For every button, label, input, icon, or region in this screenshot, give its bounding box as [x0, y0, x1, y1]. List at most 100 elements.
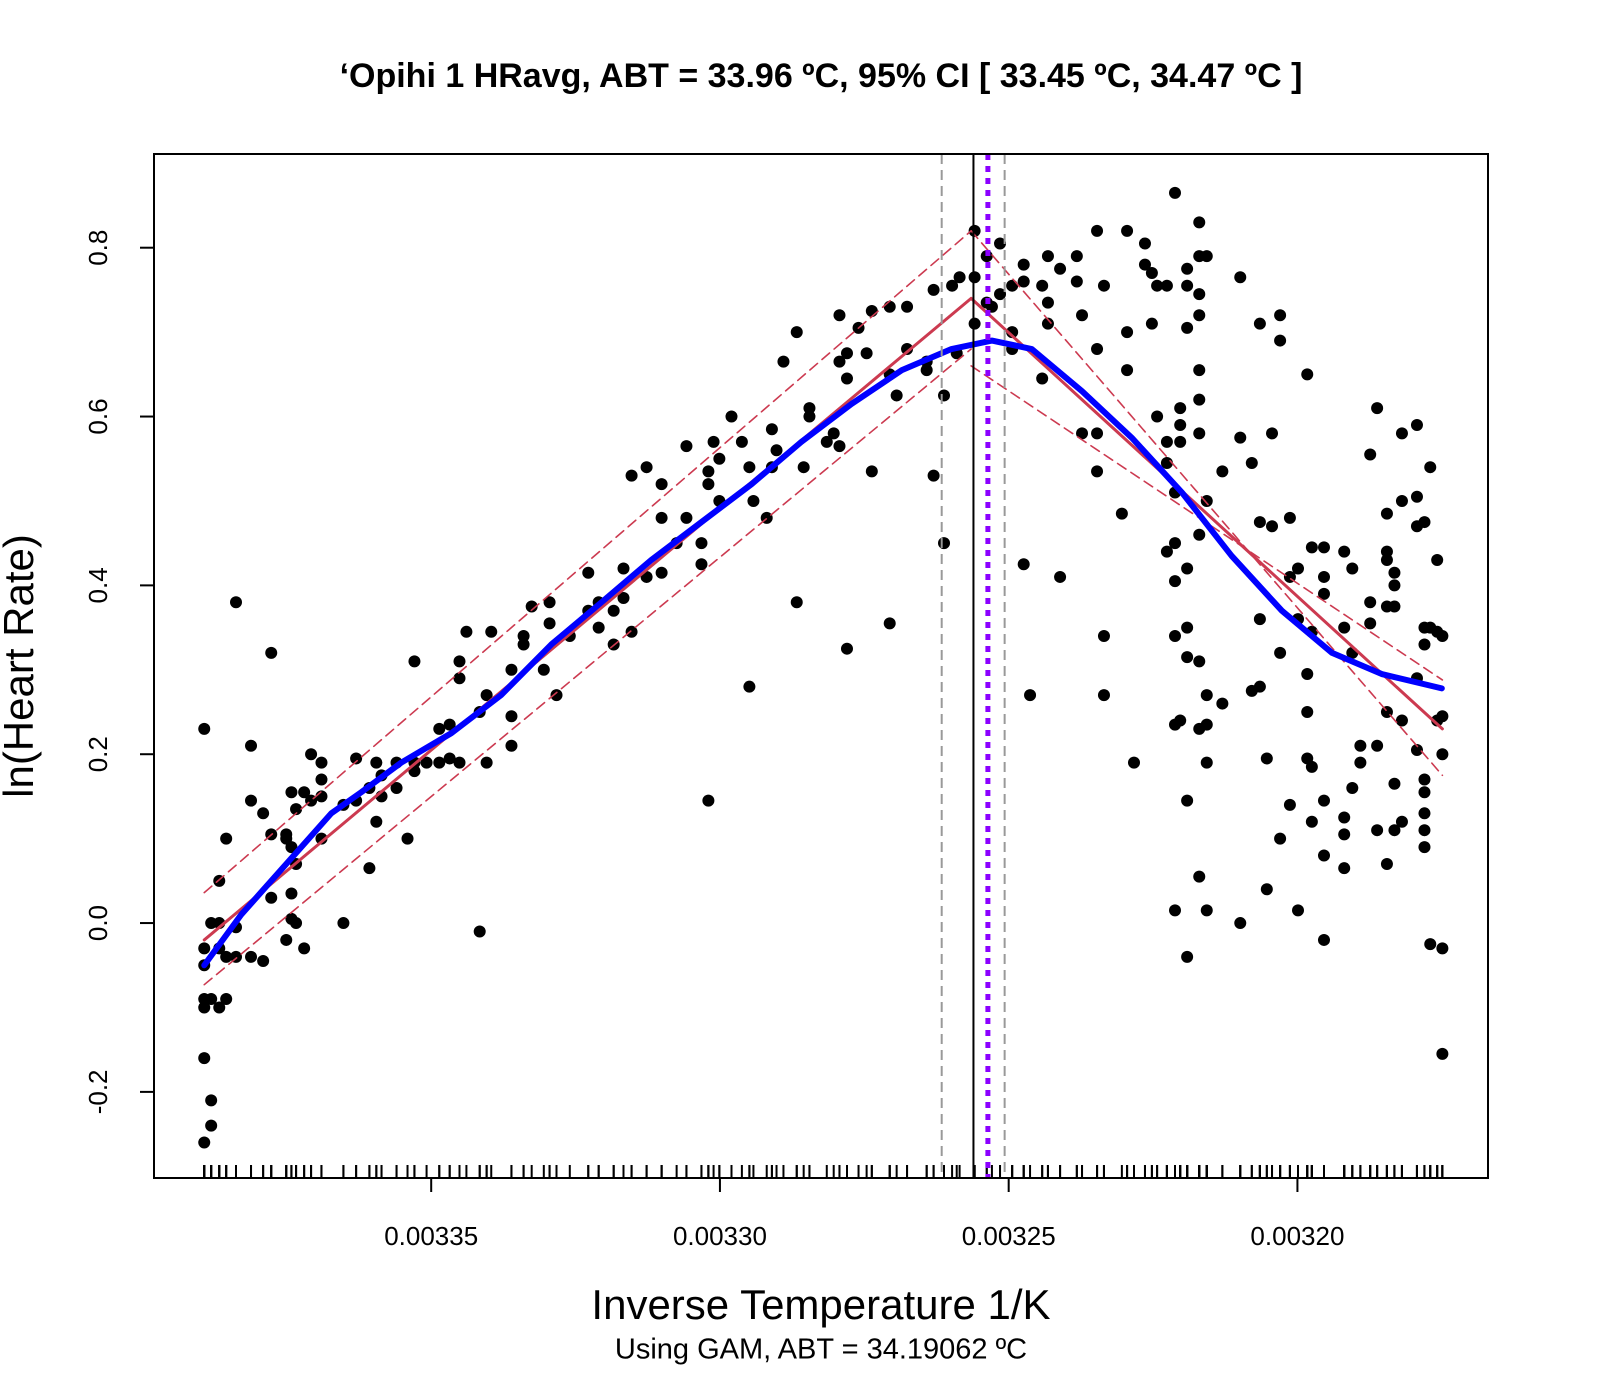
data-point: [695, 537, 708, 550]
data-point: [453, 655, 466, 668]
data-point: [1371, 739, 1384, 752]
data-point: [1380, 857, 1393, 870]
data-point: [205, 1119, 218, 1132]
data-point: [550, 689, 563, 702]
data-point: [617, 562, 630, 575]
data-point: [1317, 570, 1330, 583]
data-point: [1169, 904, 1182, 917]
data-point: [582, 566, 595, 579]
data-point: [213, 1001, 226, 1014]
data-point: [1388, 777, 1401, 790]
data-point: [1151, 279, 1164, 292]
data-point: [1354, 739, 1367, 752]
data-point: [1410, 418, 1423, 431]
data-point: [803, 410, 816, 423]
data-point: [927, 469, 940, 482]
data-point: [1151, 410, 1164, 423]
data-point: [1054, 570, 1067, 583]
data-point: [1395, 427, 1408, 440]
data-point: [1097, 279, 1110, 292]
data-point: [1424, 938, 1437, 951]
data-point: [517, 638, 530, 651]
data-point: [702, 465, 715, 478]
data-point: [1200, 904, 1213, 917]
data-point: [1418, 841, 1431, 854]
data-point: [280, 933, 293, 946]
data-point: [1121, 364, 1134, 377]
data-point: [505, 663, 518, 676]
data-point: [1091, 427, 1104, 440]
data-point: [433, 722, 446, 735]
data-point: [1301, 368, 1314, 381]
data-point: [1266, 520, 1279, 533]
data-point: [695, 558, 708, 571]
data-point: [505, 739, 518, 752]
data-point: [1174, 418, 1187, 431]
data-point: [420, 756, 433, 769]
data-point: [350, 752, 363, 765]
data-point: [443, 718, 456, 731]
data-point: [1371, 824, 1384, 837]
data-point: [401, 832, 414, 845]
data-point: [1301, 706, 1314, 719]
data-point: [1193, 528, 1206, 541]
data-point: [1145, 317, 1158, 330]
data-point: [390, 781, 403, 794]
data-point: [702, 478, 715, 491]
data-point: [946, 279, 959, 292]
data-point: [220, 950, 233, 963]
data-point: [1380, 554, 1393, 567]
data-point: [1418, 516, 1431, 529]
data-point: [777, 355, 790, 368]
data-point: [625, 469, 638, 482]
data-point: [525, 600, 538, 613]
data-point: [1017, 275, 1030, 288]
data-point: [205, 993, 218, 1006]
data-point: [1127, 756, 1140, 769]
data-point: [370, 815, 383, 828]
data-point: [1181, 950, 1194, 963]
data-point: [890, 389, 903, 402]
y-tick-label: -0.2: [83, 1069, 113, 1114]
data-point: [1380, 507, 1393, 520]
data-point: [1301, 668, 1314, 681]
data-point: [1200, 689, 1213, 702]
data-point: [1245, 456, 1258, 469]
data-point: [245, 950, 258, 963]
data-point: [1418, 638, 1431, 651]
data-point: [1283, 798, 1296, 811]
data-point: [1076, 309, 1089, 322]
fit-line: [970, 230, 1444, 777]
data-point: [680, 511, 693, 524]
data-point: [285, 887, 298, 900]
data-point: [1234, 431, 1247, 444]
data-point: [901, 343, 914, 356]
data-point: [1431, 554, 1444, 567]
data-point: [1169, 186, 1182, 199]
data-point: [1036, 279, 1049, 292]
data-point: [1181, 621, 1194, 634]
data-point: [938, 389, 951, 402]
data-point: [408, 655, 421, 668]
data-point: [1305, 815, 1318, 828]
data-point: [220, 832, 233, 845]
data-point: [1388, 579, 1401, 592]
data-point: [743, 680, 756, 693]
data-point: [1006, 279, 1019, 292]
data-point: [480, 689, 493, 702]
data-point: [505, 710, 518, 723]
data-point: [1354, 756, 1367, 769]
y-tick-label: 0.6: [83, 398, 113, 434]
data-point: [1418, 773, 1431, 786]
data-point: [1436, 942, 1449, 955]
data-point: [1338, 862, 1351, 875]
data-point: [1305, 541, 1318, 554]
data-point: [1260, 752, 1273, 765]
data-point: [315, 756, 328, 769]
data-point: [315, 832, 328, 845]
data-point: [1216, 465, 1229, 478]
data-point: [198, 1001, 211, 1014]
data-point: [1160, 545, 1173, 558]
data-point: [938, 537, 951, 550]
